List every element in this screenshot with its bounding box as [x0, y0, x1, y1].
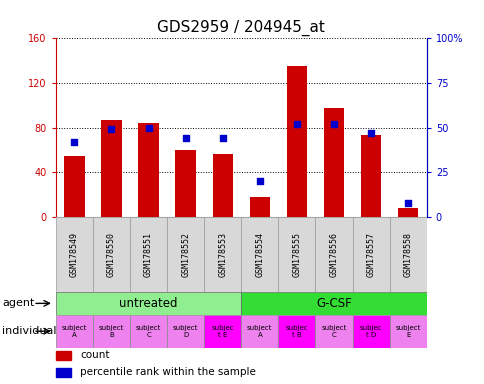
Bar [241, 315, 278, 348]
Text: subject
C: subject C [321, 325, 346, 338]
Text: subject
C: subject C [136, 325, 161, 338]
Bar [56, 368, 71, 377]
Text: untreated: untreated [119, 297, 178, 310]
Text: subjec
t B: subjec t B [285, 325, 308, 338]
Bar [352, 315, 389, 348]
Text: agent: agent [2, 298, 35, 308]
Text: GSM178553: GSM178553 [218, 232, 227, 277]
Text: GSM178552: GSM178552 [181, 232, 190, 277]
Point [404, 200, 411, 206]
Point [144, 124, 152, 131]
Text: subjec
t D: subjec t D [359, 325, 382, 338]
Text: individual: individual [2, 326, 57, 336]
Bar [241, 217, 278, 292]
Text: GSM178556: GSM178556 [329, 232, 338, 277]
Bar [93, 315, 130, 348]
Bar [93, 217, 130, 292]
Text: GSM178551: GSM178551 [144, 232, 153, 277]
Bar [56, 315, 93, 348]
Bar [56, 292, 241, 315]
Bar [389, 315, 426, 348]
Text: subject
D: subject D [173, 325, 198, 338]
Bar [315, 315, 352, 348]
Point [292, 121, 300, 127]
Text: G-CSF: G-CSF [316, 297, 351, 310]
Text: GSM178558: GSM178558 [403, 232, 412, 277]
Text: GSM178550: GSM178550 [106, 232, 116, 277]
Bar [56, 217, 93, 292]
Bar [352, 217, 389, 292]
Bar [130, 217, 166, 292]
Bar [204, 315, 241, 348]
Bar [397, 208, 418, 217]
Text: GSM178554: GSM178554 [255, 232, 264, 277]
Point [366, 130, 374, 136]
Bar [323, 108, 344, 217]
Bar [212, 154, 232, 217]
Bar [101, 120, 121, 217]
Point [330, 121, 337, 127]
Bar [130, 315, 166, 348]
Text: GSM178555: GSM178555 [292, 232, 301, 277]
Bar [64, 156, 84, 217]
Text: subject
A: subject A [61, 325, 87, 338]
Bar [166, 217, 204, 292]
Bar [138, 123, 158, 217]
Text: subjec
t E: subjec t E [211, 325, 234, 338]
Text: subject
A: subject A [247, 325, 272, 338]
Bar [204, 217, 241, 292]
Bar [249, 197, 270, 217]
Bar [278, 315, 315, 348]
Text: subject
B: subject B [99, 325, 124, 338]
Title: GDS2959 / 204945_at: GDS2959 / 204945_at [157, 20, 325, 36]
Text: subject
E: subject E [395, 325, 420, 338]
Bar [360, 136, 380, 217]
Text: count: count [80, 350, 109, 360]
Point [107, 126, 115, 132]
Point [182, 135, 189, 141]
Bar [278, 217, 315, 292]
Point [218, 135, 226, 141]
Bar [166, 315, 204, 348]
Text: GSM178549: GSM178549 [70, 232, 79, 277]
Bar [389, 217, 426, 292]
Point [70, 139, 78, 145]
Text: GSM178557: GSM178557 [366, 232, 375, 277]
Bar [315, 217, 352, 292]
Bar [56, 351, 71, 360]
Text: percentile rank within the sample: percentile rank within the sample [80, 367, 255, 377]
Bar [286, 66, 306, 217]
Point [256, 178, 263, 184]
Bar [241, 292, 426, 315]
Bar [175, 150, 196, 217]
